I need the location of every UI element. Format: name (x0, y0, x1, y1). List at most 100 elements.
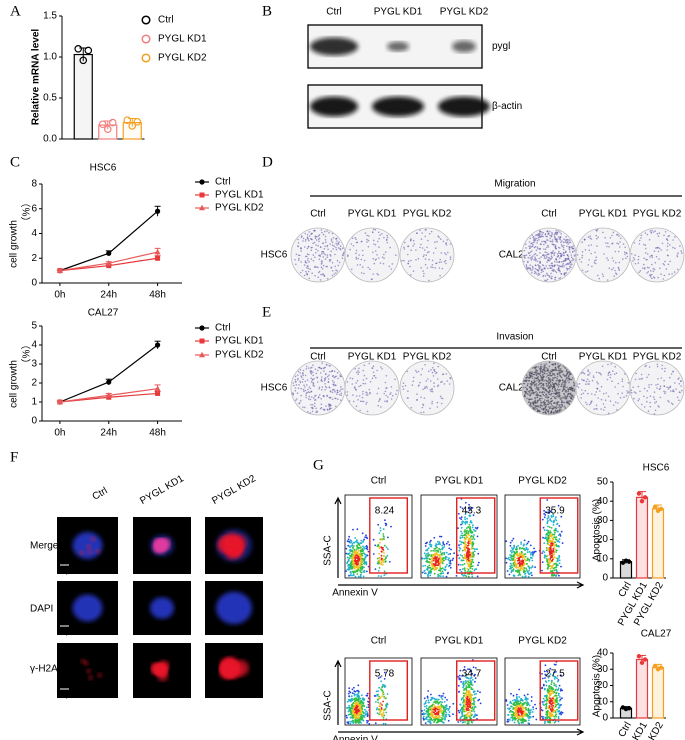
cell-dot (543, 268, 545, 270)
foci-stain (87, 549, 92, 554)
cell-dot (573, 396, 575, 398)
blot-band (310, 38, 358, 56)
cell-dot (423, 405, 425, 407)
cell-dot (547, 279, 549, 281)
cell-dot (557, 374, 559, 376)
cell-dot (593, 408, 595, 410)
cell-dot (438, 384, 440, 386)
cell-dot (548, 401, 550, 403)
cell-dot (662, 243, 664, 245)
cell-dot (376, 273, 378, 275)
event-dot (558, 575, 560, 577)
cell-dot (661, 365, 663, 367)
event-dot (464, 567, 466, 569)
cell-dot (552, 391, 554, 393)
cell-dot (650, 230, 652, 232)
event-dot (350, 692, 352, 694)
event-dot (424, 709, 426, 711)
event-dot (458, 550, 460, 552)
cell-dot (551, 393, 553, 395)
cell-dot (551, 405, 553, 407)
cell-dot (377, 393, 379, 395)
cell-dot (298, 384, 300, 386)
cell-dot (312, 379, 314, 381)
cell-dot (663, 391, 665, 393)
cell-dot (314, 242, 316, 244)
event-dot (553, 551, 555, 553)
section-title: Invasion (496, 332, 533, 343)
cell-dot (422, 247, 424, 249)
event-dot (461, 541, 463, 543)
cell-dot (570, 394, 572, 396)
cell-dot (551, 398, 553, 400)
cell-dot (407, 254, 409, 256)
event-dot (470, 556, 472, 558)
event-dot (351, 575, 353, 577)
event-dot (555, 518, 557, 520)
cell-dot (561, 261, 563, 263)
cell-dot (584, 373, 586, 375)
cell-dot (624, 254, 626, 256)
cell-dot (559, 375, 561, 377)
well (630, 228, 684, 282)
cell-dot (680, 385, 682, 387)
cell-dot (379, 234, 381, 236)
event-dot (544, 554, 546, 556)
cell-dot (564, 396, 566, 398)
cell-dot (332, 242, 334, 244)
data-point (106, 251, 111, 256)
cell-dot (667, 400, 669, 402)
cell-dot (419, 382, 421, 384)
event-dot (522, 562, 524, 564)
legend-marker (199, 325, 204, 330)
cell-dot (444, 261, 446, 263)
event-dot (357, 550, 359, 552)
event-dot (510, 559, 512, 561)
event-dot (354, 560, 356, 562)
cell-dot (637, 400, 639, 402)
cell-dot (561, 254, 563, 256)
cell-dot (542, 412, 544, 414)
event-dot (530, 554, 532, 556)
cell-dot (600, 374, 602, 376)
event-dot (383, 697, 385, 699)
nucleus-stain (150, 597, 174, 619)
cell-dot (567, 371, 569, 373)
event-dot (458, 544, 460, 546)
cell-dot (557, 404, 559, 406)
cell-dot (614, 386, 616, 388)
cell-dot (570, 379, 572, 381)
event-dot (383, 535, 385, 537)
event-dot (555, 536, 557, 538)
cell-dot (649, 239, 651, 241)
cell-dot (666, 387, 668, 389)
cell-dot (528, 399, 530, 401)
cell-dot (588, 259, 590, 261)
event-dot (551, 527, 553, 529)
cell-dot (524, 380, 526, 382)
cell-dot (561, 384, 563, 386)
cell-dot (538, 389, 540, 391)
cell-dot (567, 240, 569, 242)
event-dot (432, 550, 434, 552)
event-dot (475, 568, 477, 570)
event-dot (347, 707, 349, 709)
event-dot (549, 526, 551, 528)
event-dot (361, 564, 363, 566)
cell-dot (599, 390, 601, 392)
cell-dot (662, 263, 664, 265)
cell-dot (408, 260, 410, 262)
cell-dot (587, 393, 589, 395)
cell-dot (304, 264, 306, 266)
cell-dot (563, 384, 565, 386)
cell-dot (335, 243, 337, 245)
cell-dot (303, 370, 305, 372)
cell-dot (534, 258, 536, 260)
event-dot (532, 555, 534, 557)
cell-dot (641, 404, 643, 406)
cell-dot (340, 245, 342, 247)
cell-dot (536, 255, 538, 257)
cell-dot (396, 390, 398, 392)
cell-dot (646, 272, 648, 274)
cell-dot (366, 402, 368, 404)
